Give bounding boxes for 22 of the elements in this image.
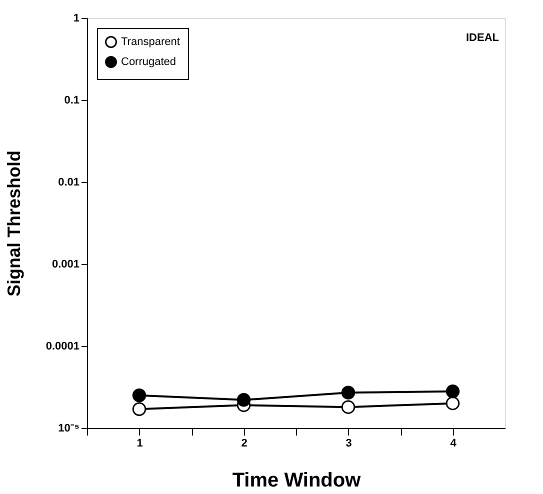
x-tick-label: 4 [450,438,458,450]
point [341,386,356,400]
point [132,402,146,416]
point [132,388,146,402]
point [446,396,460,410]
legend-label: Corrugated [121,56,176,68]
y-axis-title: Signal Threshold [4,150,24,297]
point [341,400,356,414]
x-tick-label: 1 [136,438,143,450]
y-tick-label: 0.01 [58,176,80,188]
y-tick-label: 1 [73,12,80,24]
annotation: IDEAL [466,32,500,44]
x-axis-title: Time Window [232,470,362,492]
point [446,384,460,398]
y-tick-label: 10⁻⁵ [58,422,80,434]
y-tick-label: 0.1 [64,94,80,106]
legend-label: Transparent [121,36,180,48]
x-tick-label: 3 [346,438,352,450]
x-tick-label: 2 [241,438,248,450]
point [236,393,251,407]
y-tick-label: 0.0001 [46,340,80,352]
y-tick-label: 0.001 [52,258,80,270]
